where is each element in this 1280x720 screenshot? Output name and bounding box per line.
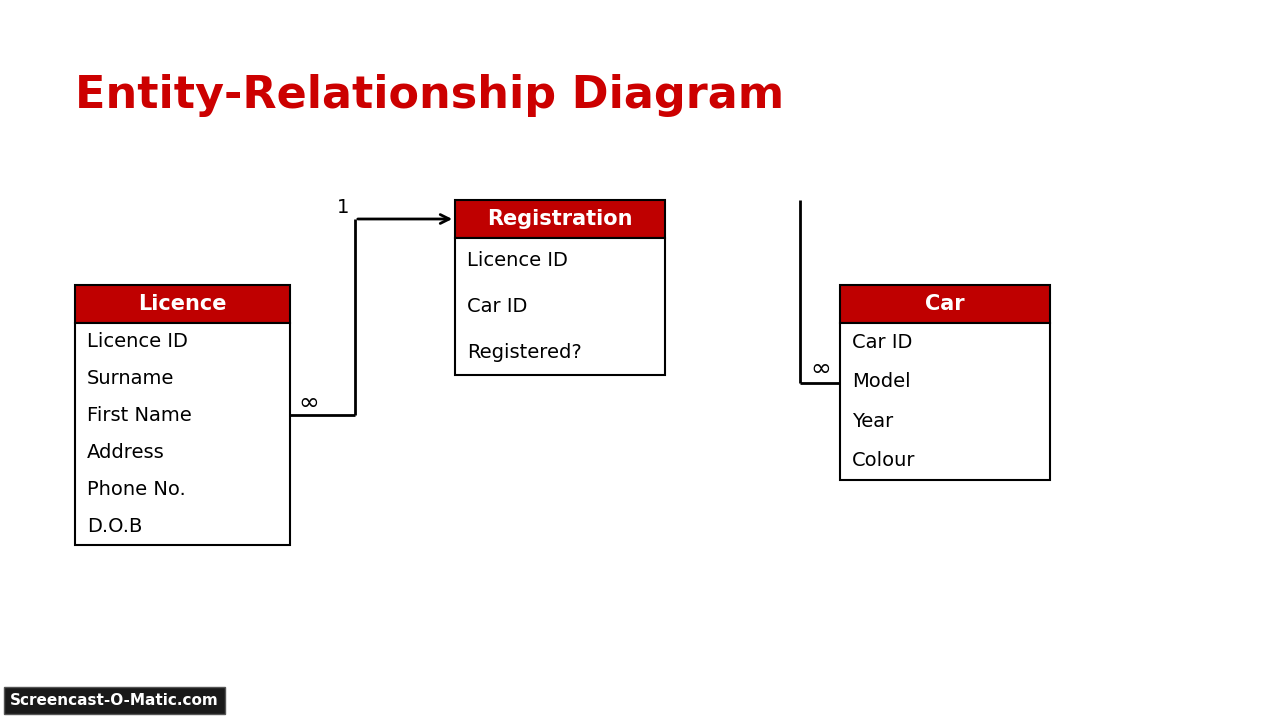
Text: Model: Model <box>852 372 910 392</box>
Bar <box>840 323 1050 480</box>
Text: Colour: Colour <box>852 451 915 470</box>
Text: Phone No.: Phone No. <box>87 480 186 499</box>
Text: Entity-Relationship Diagram: Entity-Relationship Diagram <box>76 73 785 117</box>
Text: Registered?: Registered? <box>467 343 581 361</box>
Bar <box>454 200 666 238</box>
Text: Surname: Surname <box>87 369 174 388</box>
Text: Licence ID: Licence ID <box>467 251 568 270</box>
Text: ∞: ∞ <box>810 356 831 380</box>
Text: 1: 1 <box>337 197 349 217</box>
Text: Car ID: Car ID <box>467 297 527 316</box>
Bar <box>840 285 1050 323</box>
Bar <box>76 323 291 545</box>
Text: D.O.B: D.O.B <box>87 517 142 536</box>
Bar <box>76 285 291 323</box>
Text: Car ID: Car ID <box>852 333 913 352</box>
Text: Screencast-O-Matic.com: Screencast-O-Matic.com <box>10 693 219 708</box>
Text: Car: Car <box>925 294 965 314</box>
Text: Licence ID: Licence ID <box>87 332 188 351</box>
Bar <box>454 238 666 375</box>
Text: Registration: Registration <box>488 209 632 229</box>
Text: First Name: First Name <box>87 406 192 425</box>
Text: Address: Address <box>87 443 165 462</box>
Text: Year: Year <box>852 412 893 431</box>
Text: Licence: Licence <box>138 294 227 314</box>
Text: ∞: ∞ <box>298 391 319 415</box>
